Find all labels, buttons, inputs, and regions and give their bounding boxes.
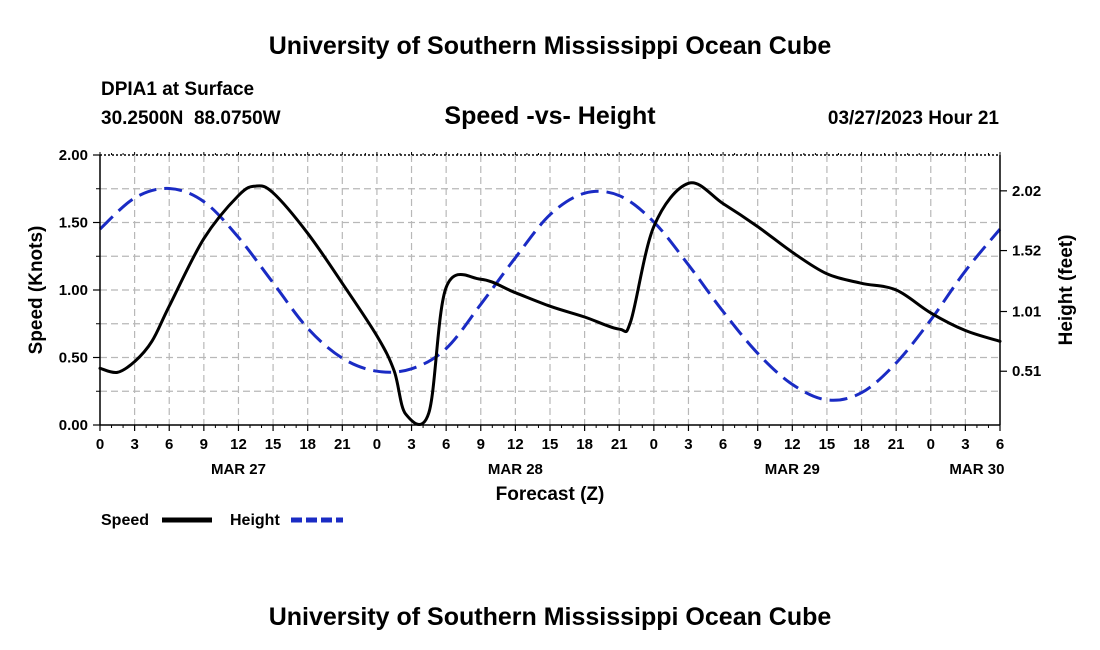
x-tick-label: 18 (576, 436, 593, 453)
x-tick-label: 15 (542, 436, 559, 453)
x-tick-label: 9 (200, 436, 208, 453)
legend-height-label: Height (230, 512, 280, 529)
coordinates-label: 30.2500N 88.0750W (101, 108, 281, 129)
grid (100, 155, 1000, 425)
y2-axis-title: Height (feet) (1056, 235, 1077, 346)
y2-tick-label: 1.01 (1012, 304, 1041, 321)
x-tick-label: 21 (888, 436, 905, 453)
x-axis-title: Forecast (Z) (496, 484, 605, 505)
x-tick-label: 21 (334, 436, 351, 453)
x-tick-label: 3 (130, 436, 138, 453)
x-tick-label: 18 (853, 436, 870, 453)
x-tick-label: 18 (299, 436, 316, 453)
x-tick-label: 6 (442, 436, 450, 453)
date-label: MAR 27 (211, 461, 266, 478)
station-label: DPIA1 at Surface (101, 79, 254, 100)
x-tick-label: 15 (819, 436, 836, 453)
y2-tick-label: 0.51 (1012, 363, 1041, 380)
x-tick-label: 12 (230, 436, 247, 453)
y-tick-label: 0.50 (59, 350, 88, 367)
speed-series (98, 181, 1002, 426)
x-tick-label: 12 (784, 436, 801, 453)
y-tick-label: 1.50 (59, 215, 88, 232)
x-tick-label: 12 (507, 436, 524, 453)
x-tick-label: 6 (165, 436, 173, 453)
legend-speed-label: Speed (101, 512, 149, 529)
y-tick-label: 1.00 (59, 282, 88, 299)
x-tick-label: 3 (407, 436, 415, 453)
x-axis: 0 3 6 9 12 15 18 21 0 3 6 9 12 15 18 21 0 3 6 9 12 15 18 21 0 3 6 M… (96, 152, 1004, 478)
top-title: University of Southern Mississippi Ocean… (269, 32, 832, 60)
y2-tick-label: 2.02 (1012, 183, 1041, 200)
x-tick-label: 0 (96, 436, 104, 453)
y-axis-title: Speed (Knots) (26, 226, 47, 355)
x-tick-label: 21 (611, 436, 628, 453)
datetime-label: 03/27/2023 Hour 21 (828, 108, 1000, 129)
x-tick-label: 0 (927, 436, 935, 453)
x-tick-label: 6 (719, 436, 727, 453)
x-tick-label: 3 (961, 436, 969, 453)
x-tick-label: 3 (684, 436, 692, 453)
y-axis-right: 0.51 1.01 1.52 2.02 (1000, 183, 1041, 380)
date-label: MAR 29 (765, 461, 820, 478)
height-series (98, 186, 1002, 402)
legend: Speed Height (101, 512, 343, 529)
x-tick-label: 6 (996, 436, 1004, 453)
date-label: MAR 28 (488, 461, 543, 478)
y2-tick-label: 1.52 (1012, 243, 1041, 260)
bottom-title: University of Southern Mississippi Ocean… (269, 603, 832, 631)
y-axis-left: 0.00 0.50 1.00 1.50 2.00 (59, 147, 100, 434)
x-tick-label: 0 (650, 436, 658, 453)
x-tick-label: 9 (477, 436, 485, 453)
x-tick-label: 0 (373, 436, 381, 453)
x-tick-label: 9 (754, 436, 762, 453)
y-tick-label: 2.00 (59, 147, 88, 164)
x-tick-label: 15 (265, 436, 282, 453)
date-label: MAR 30 (949, 461, 1004, 478)
speed-line (98, 181, 1002, 426)
chart-title: Speed -vs- Height (444, 102, 656, 130)
height-line (98, 186, 1002, 402)
y-tick-label: 0.00 (59, 417, 88, 434)
